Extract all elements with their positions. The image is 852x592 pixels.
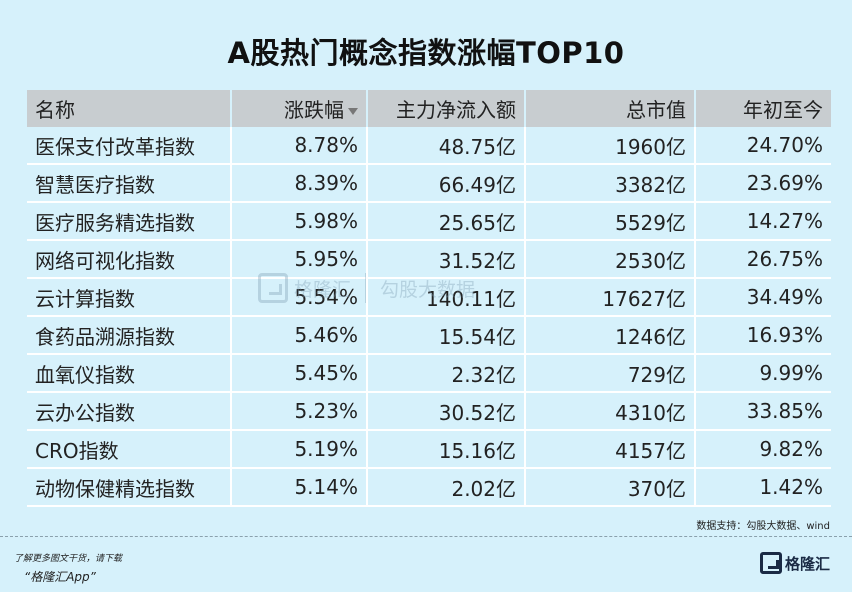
concept-index-table: 名称 涨跌幅 主力净流入额 总市值 年初至今 医保支付改革指数 8.78% 48… [27,90,831,507]
cell-inflow: 31.52亿 [367,240,526,279]
cell-ytd: 14.27% [695,202,831,241]
cell-mcap: 17627亿 [525,278,696,317]
header-change[interactable]: 涨跌幅 [231,90,368,127]
cell-inflow: 2.02亿 [367,468,526,507]
cell-inflow: 30.52亿 [367,392,526,431]
cell-ytd: 34.49% [695,278,831,317]
cell-mcap: 3382亿 [525,164,696,203]
cell-name: 云办公指数 [27,392,232,431]
cell-ytd: 24.70% [695,127,831,165]
cell-name: 医保支付改革指数 [27,127,232,165]
cell-mcap: 1246亿 [525,316,696,355]
cell-ytd: 1.42% [695,468,831,507]
cell-ytd: 9.99% [695,354,831,393]
cell-change: 8.78% [231,127,368,165]
table-row[interactable]: 云计算指数 5.54% 140.11亿 17627亿 34.49% [27,278,831,317]
table-row[interactable]: 血氧仪指数 5.45% 2.32亿 729亿 9.99% [27,354,831,393]
cell-inflow: 25.65亿 [367,202,526,241]
table-row[interactable]: 云办公指数 5.23% 30.52亿 4310亿 33.85% [27,392,831,431]
header-name[interactable]: 名称 [27,90,232,127]
cell-inflow: 2.32亿 [367,354,526,393]
cell-mcap: 5529亿 [525,202,696,241]
cell-name: 网络可视化指数 [27,240,232,279]
cell-change: 5.14% [231,468,368,507]
cell-inflow: 140.11亿 [367,278,526,317]
cell-ytd: 33.85% [695,392,831,431]
footer-brand-text: 格隆汇 [785,554,831,573]
cell-mcap: 1960亿 [525,127,696,165]
table-row[interactable]: 智慧医疗指数 8.39% 66.49亿 3382亿 23.69% [27,164,831,203]
cell-inflow: 15.16亿 [367,430,526,469]
cell-mcap: 729亿 [525,354,696,393]
cell-inflow: 48.75亿 [367,127,526,165]
cell-change: 5.95% [231,240,368,279]
cell-mcap: 4157亿 [525,430,696,469]
table-row[interactable]: 医保支付改革指数 8.78% 48.75亿 1960亿 24.70% [27,127,831,165]
cell-ytd: 9.82% [695,430,831,469]
table-header-row: 名称 涨跌幅 主力净流入额 总市值 年初至今 [27,90,831,127]
cell-ytd: 16.93% [695,316,831,355]
footer-app-name: “格隆汇App” [24,570,96,584]
page-title: A股热门概念指数涨幅TOP10 [227,36,625,70]
data-source: 数据支持：勾股大数据、wind [696,521,830,532]
table-row[interactable]: 医疗服务精选指数 5.98% 25.65亿 5529亿 14.27% [27,202,831,241]
footer-divider [0,536,852,537]
cell-change: 5.46% [231,316,368,355]
table-row[interactable]: 网络可视化指数 5.95% 31.52亿 2530亿 26.75% [27,240,831,279]
cell-change: 5.23% [231,392,368,431]
header-ytd[interactable]: 年初至今 [695,90,831,127]
cell-change: 5.19% [231,430,368,469]
cell-change: 5.98% [231,202,368,241]
table-row[interactable]: 食药品溯源指数 5.46% 15.54亿 1246亿 16.93% [27,316,831,355]
cell-inflow: 15.54亿 [367,316,526,355]
cell-change: 5.45% [231,354,368,393]
cell-inflow: 66.49亿 [367,164,526,203]
cell-name: CRO指数 [27,430,232,469]
cell-change: 8.39% [231,164,368,203]
cell-name: 医疗服务精选指数 [27,202,232,241]
cell-mcap: 4310亿 [525,392,696,431]
table-row[interactable]: CRO指数 5.19% 15.16亿 4157亿 9.82% [27,430,831,469]
cell-name: 血氧仪指数 [27,354,232,393]
sort-desc-icon[interactable] [348,108,358,115]
cell-mcap: 2530亿 [525,240,696,279]
cell-mcap: 370亿 [525,468,696,507]
cell-name: 智慧医疗指数 [27,164,232,203]
header-inflow[interactable]: 主力净流入额 [367,90,526,127]
gelonghui-brand-icon [760,552,782,574]
footer-note: 了解更多图文干货，请下载 [14,554,123,564]
cell-name: 云计算指数 [27,278,232,317]
cell-ytd: 23.69% [695,164,831,203]
cell-name: 动物保健精选指数 [27,468,232,507]
footer-brand: 格隆汇 [760,552,830,574]
cell-ytd: 26.75% [695,240,831,279]
cell-name: 食药品溯源指数 [27,316,232,355]
header-change-label: 涨跌幅 [284,98,344,122]
header-mcap[interactable]: 总市值 [525,90,696,127]
cell-change: 5.54% [231,278,368,317]
table-row[interactable]: 动物保健精选指数 5.14% 2.02亿 370亿 1.42% [27,468,831,507]
